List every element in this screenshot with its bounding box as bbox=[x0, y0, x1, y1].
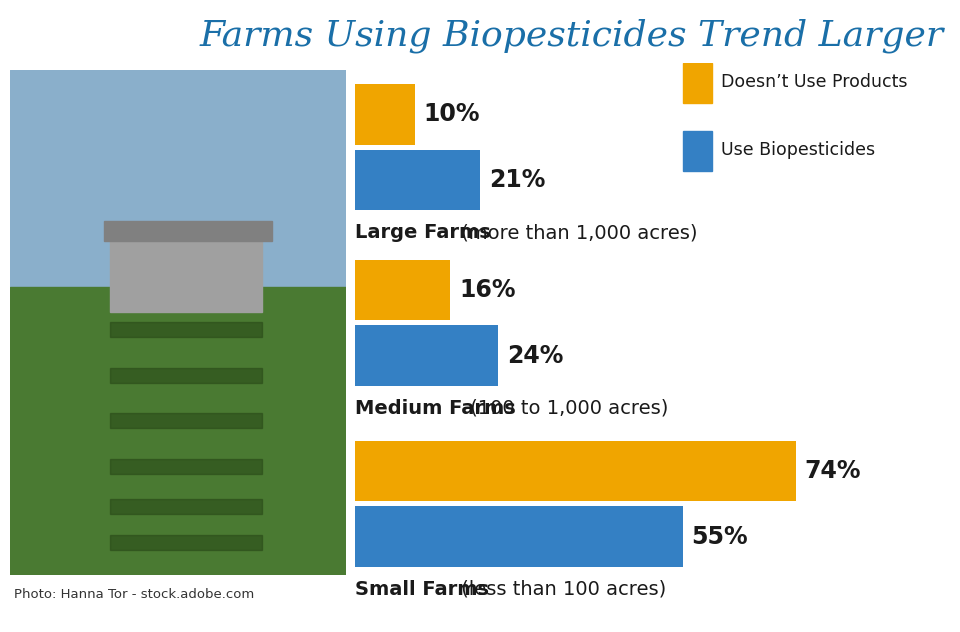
Text: Medium Farms: Medium Farms bbox=[355, 399, 516, 418]
Text: Doesn’t Use Products: Doesn’t Use Products bbox=[721, 73, 908, 90]
Bar bbox=[10, 287, 346, 575]
Text: 16%: 16% bbox=[459, 278, 516, 302]
Text: 10%: 10% bbox=[423, 102, 480, 126]
Text: Small Farms: Small Farms bbox=[0, 631, 1, 632]
Bar bbox=[110, 322, 261, 337]
Bar bbox=[104, 221, 272, 241]
Bar bbox=[110, 413, 261, 428]
Text: Medium Farms (100 to 1,000 acres): Medium Farms (100 to 1,000 acres) bbox=[355, 399, 702, 418]
Bar bbox=[110, 368, 261, 383]
Bar bbox=[355, 84, 415, 145]
Text: Photo: Hanna Tor - stock.adobe.com: Photo: Hanna Tor - stock.adobe.com bbox=[14, 588, 254, 601]
Text: (more than 1,000 acres): (more than 1,000 acres) bbox=[455, 223, 697, 242]
Text: 21%: 21% bbox=[489, 168, 545, 192]
Bar bbox=[355, 150, 480, 210]
Bar bbox=[110, 236, 261, 312]
Text: (less than 100 acres): (less than 100 acres) bbox=[455, 580, 666, 599]
Bar bbox=[355, 325, 498, 386]
Text: Large Farms (more than 1,000 acres): Large Farms (more than 1,000 acres) bbox=[355, 223, 717, 242]
Bar bbox=[110, 535, 261, 550]
Bar bbox=[355, 260, 450, 320]
Text: Small Farms (less than 100 acres): Small Farms (less than 100 acres) bbox=[355, 580, 684, 599]
Text: Medium Farms: Medium Farms bbox=[0, 631, 1, 632]
Bar bbox=[10, 70, 346, 297]
Text: (100 to 1,000 acres): (100 to 1,000 acres) bbox=[464, 399, 668, 418]
Text: 74%: 74% bbox=[804, 459, 861, 483]
Bar bbox=[355, 441, 796, 501]
Text: Large Farms: Large Farms bbox=[355, 223, 491, 242]
Text: Farms Using Biopesticides Trend Larger: Farms Using Biopesticides Trend Larger bbox=[199, 19, 944, 54]
Bar bbox=[683, 131, 712, 171]
Bar bbox=[355, 506, 683, 567]
Text: Use Biopesticides: Use Biopesticides bbox=[721, 141, 876, 159]
Bar bbox=[110, 499, 261, 514]
Text: 55%: 55% bbox=[691, 525, 748, 549]
Text: 24%: 24% bbox=[507, 344, 564, 368]
Bar bbox=[683, 63, 712, 102]
Bar bbox=[110, 459, 261, 474]
Text: Small Farms: Small Farms bbox=[355, 580, 490, 599]
Text: Large Farms: Large Farms bbox=[0, 631, 1, 632]
